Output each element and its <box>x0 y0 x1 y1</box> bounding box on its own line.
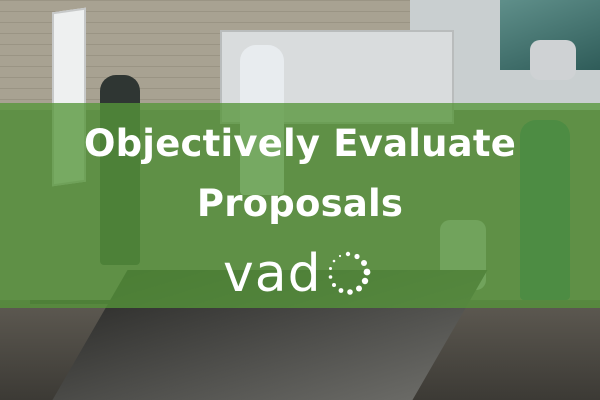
logo-text: vad <box>223 244 322 304</box>
green-overlay-band <box>0 103 600 308</box>
dotted-circle-icon <box>328 251 371 295</box>
headline-line-2: Proposals <box>196 182 404 225</box>
vado-logo: vad <box>223 242 372 302</box>
office-chair <box>530 40 576 80</box>
headline-line-1: Objectively Evaluate <box>83 122 517 165</box>
